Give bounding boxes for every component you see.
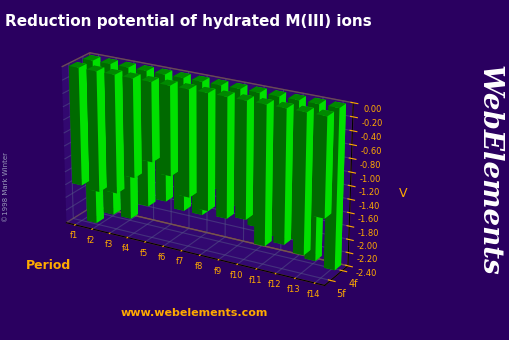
Text: Reduction potential of hydrated M(III) ions: Reduction potential of hydrated M(III) i…: [5, 14, 371, 29]
Text: Period: Period: [25, 259, 71, 272]
Text: WebElements: WebElements: [474, 65, 501, 275]
Text: www.webelements.com: www.webelements.com: [120, 308, 267, 318]
Text: ©1998 Mark Winter: ©1998 Mark Winter: [3, 152, 9, 222]
